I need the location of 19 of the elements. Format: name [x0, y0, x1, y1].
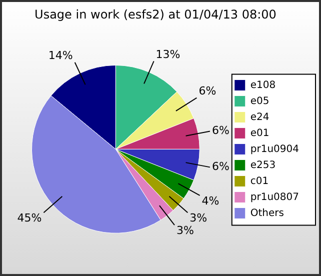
legend-label: e05: [250, 96, 270, 107]
data-label: 13%: [156, 48, 180, 61]
data-label: 45%: [17, 212, 42, 225]
data-label: 3%: [176, 224, 194, 237]
legend-label: e24: [250, 112, 270, 123]
legend-label: c01: [250, 176, 269, 187]
data-label: 14%: [48, 49, 73, 62]
data-label: 6%: [198, 84, 216, 98]
legend-label: Others: [250, 208, 284, 219]
legend-label: pr1u0904: [250, 144, 299, 155]
legend-label: e253: [250, 160, 276, 171]
legend-label: e01: [250, 128, 270, 139]
data-label: 4%: [202, 194, 220, 208]
data-label: 6%: [212, 160, 230, 174]
legend-label: e108: [250, 80, 276, 91]
data-label: 6%: [212, 124, 230, 138]
chart-title: Usage in work (esfs2) at 01/04/13 08:00: [34, 7, 276, 22]
legend-label: pr1u0807: [250, 192, 299, 203]
data-label: 3%: [190, 212, 208, 225]
